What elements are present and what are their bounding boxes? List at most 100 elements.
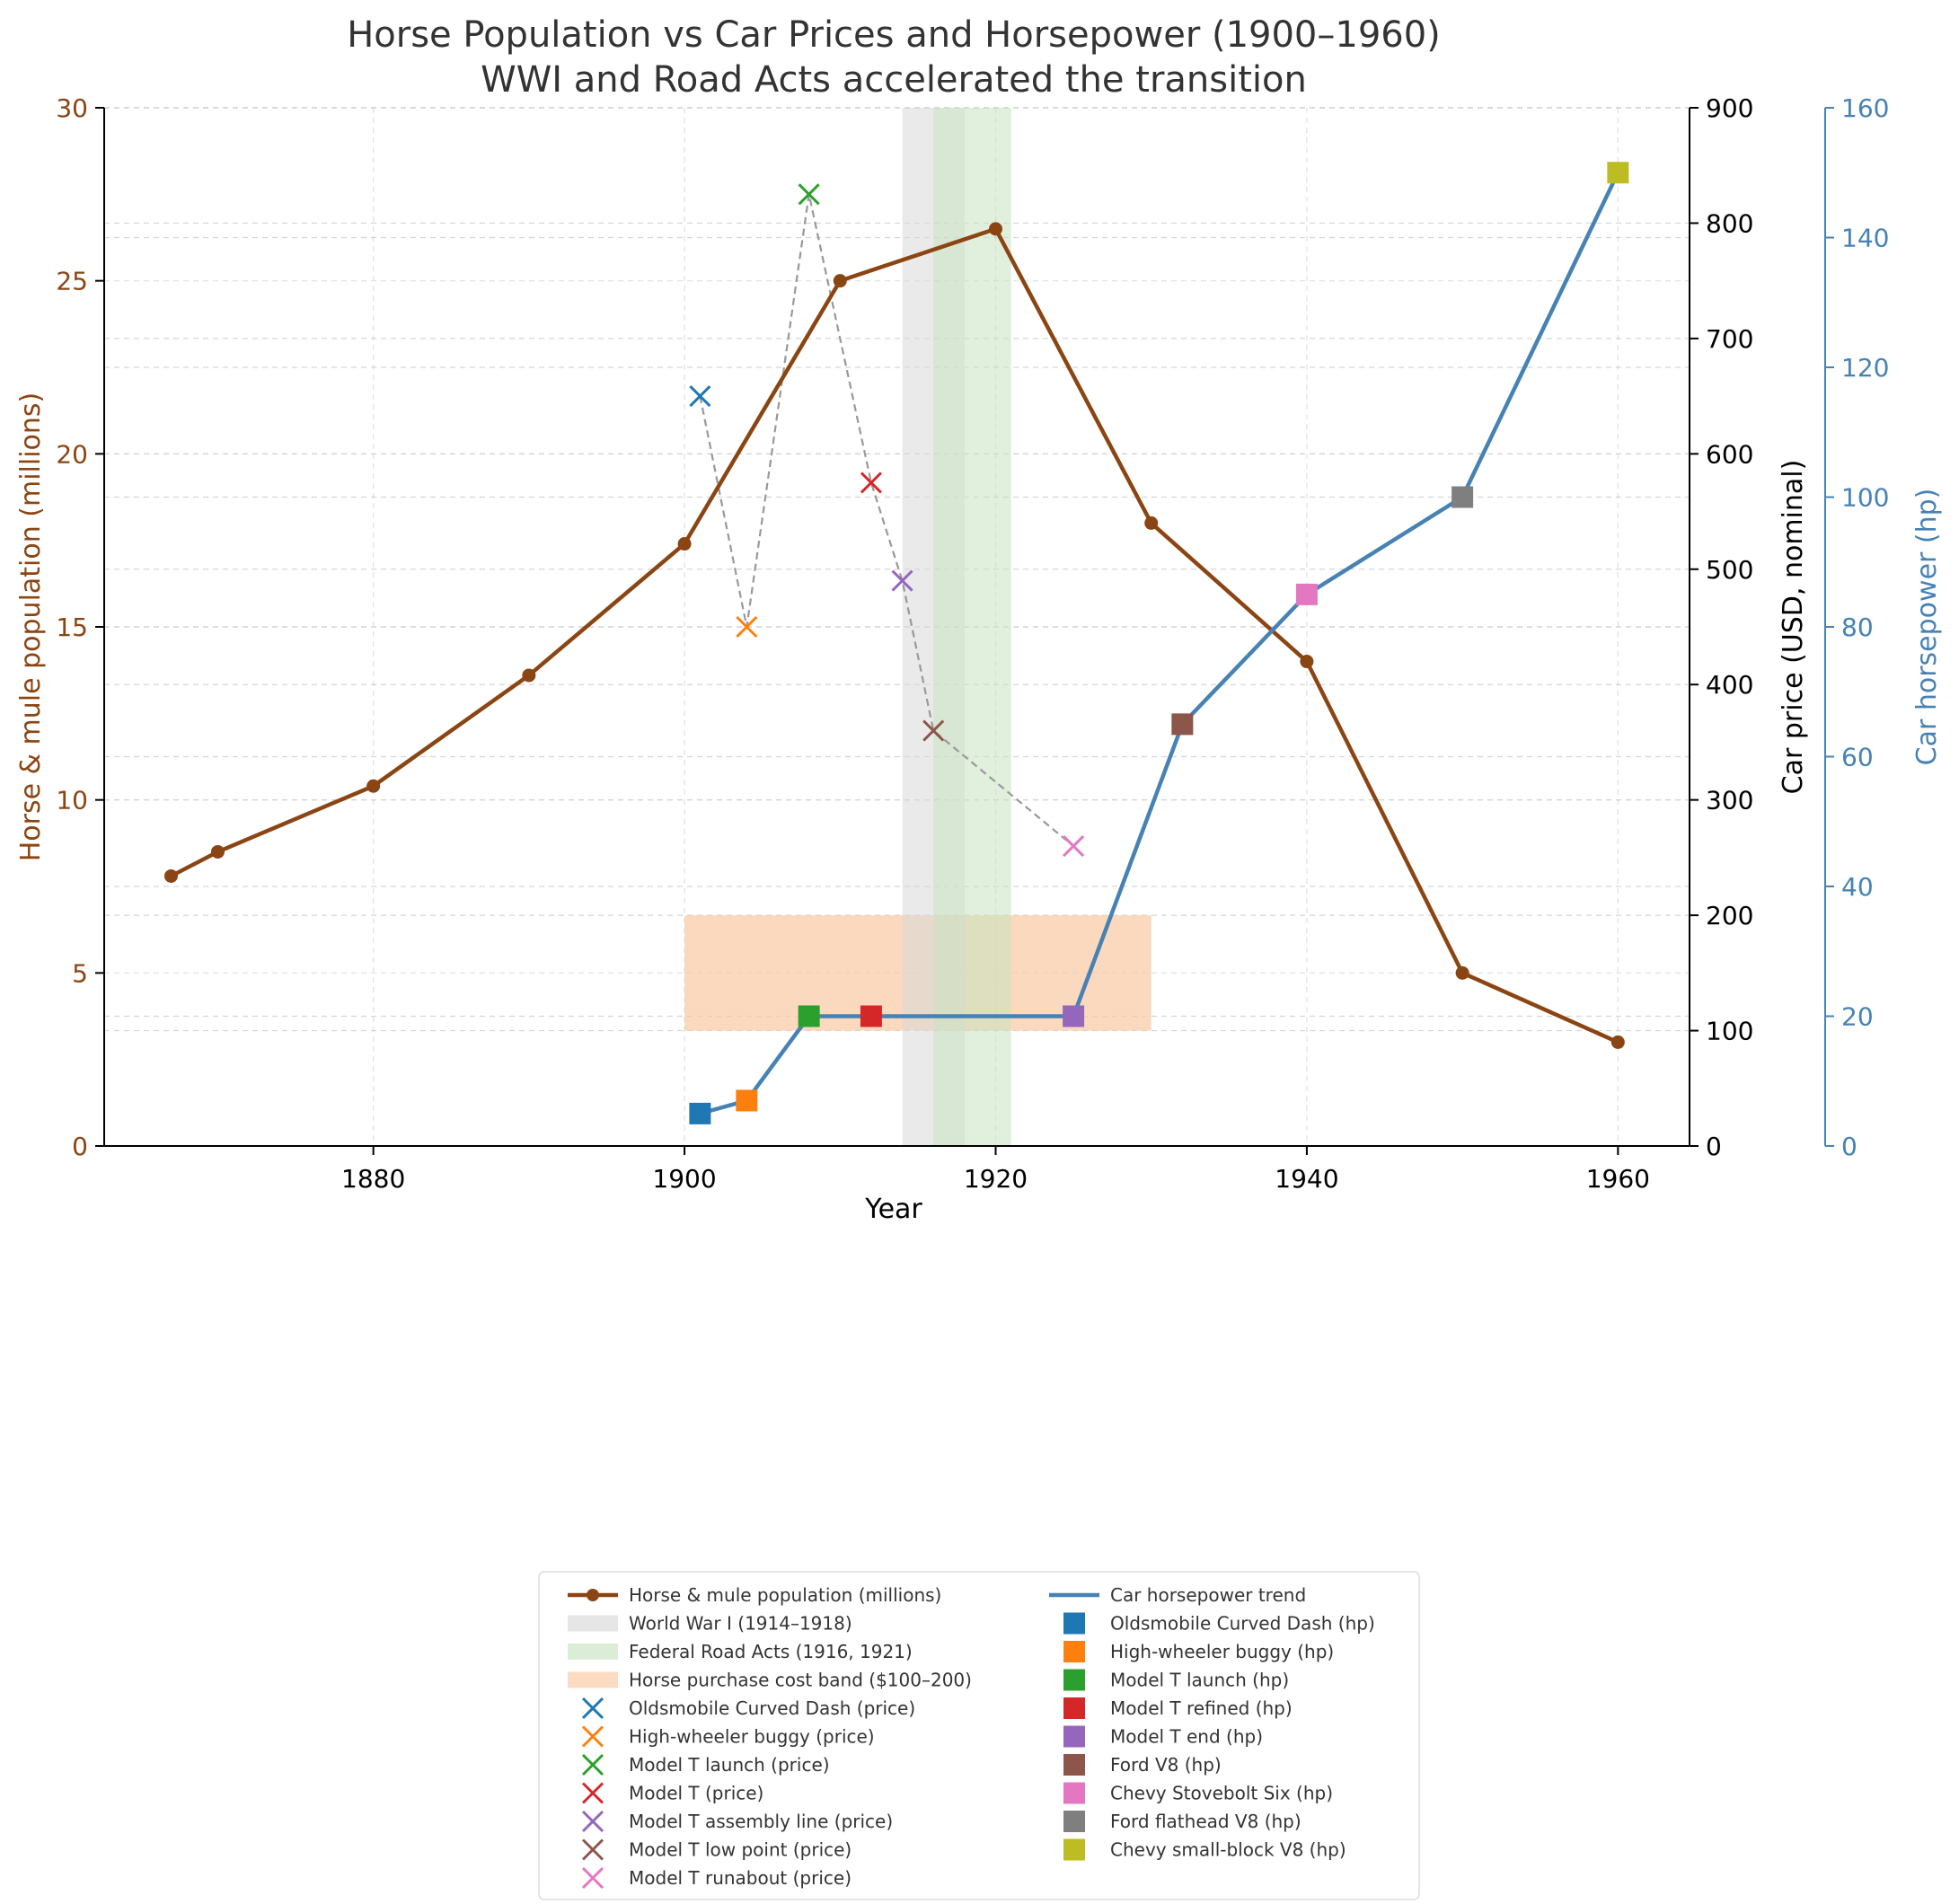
x-tick-label: 1960 [1586, 1164, 1650, 1194]
legend-label: Ford V8 (hp) [1110, 1754, 1222, 1776]
price-point [860, 472, 882, 494]
legend-label: High-wheeler buggy (price) [629, 1726, 875, 1748]
road-acts-band [933, 108, 1011, 1146]
y-tick-label-price: 200 [1706, 901, 1753, 930]
x-tick-label: 1880 [341, 1164, 405, 1194]
legend-swatch-band [568, 1615, 618, 1632]
chart-title-group: Horse Population vs Car Prices and Horse… [347, 14, 1441, 101]
legend-label: Oldsmobile Curved Dash (price) [629, 1697, 915, 1719]
legend-swatch-square [1063, 1838, 1085, 1861]
legend-swatch-x [581, 1810, 604, 1833]
y-tick-label-horse: 15 [56, 613, 88, 642]
y-tick-label-hp: 40 [1841, 872, 1874, 902]
y-tick-label-horse: 10 [56, 786, 88, 815]
legend-swatch-x [581, 1866, 604, 1890]
horse-population-point [1144, 516, 1159, 530]
price-point [798, 183, 820, 206]
y-axis-label-price: Car price (USD, nominal) [1778, 460, 1809, 795]
legend-label: Horse & mule population (millions) [629, 1584, 941, 1606]
y-tick-label-hp: 120 [1841, 353, 1889, 383]
hp-point [1063, 1005, 1085, 1027]
legend-entry: Car horsepower trend [1049, 1584, 1306, 1606]
legend-label: Chevy Stovebolt Six (hp) [1110, 1783, 1333, 1804]
horse-population-point [833, 274, 847, 288]
y-tick-label-price: 0 [1706, 1132, 1722, 1161]
y-tick-label-hp: 140 [1841, 224, 1889, 253]
price-point [736, 615, 758, 639]
legend-swatch-square [1063, 1782, 1085, 1804]
horse-population-point [1300, 655, 1314, 669]
legend-swatch-x [581, 1697, 604, 1720]
legend-label: Car horsepower trend [1110, 1584, 1306, 1606]
hp-point [689, 1102, 711, 1124]
y-tick-label-price: 500 [1706, 555, 1753, 585]
price-marker-stroke [922, 719, 945, 742]
hp-point [1607, 162, 1629, 184]
horse-population-point [988, 222, 1002, 236]
legend-entry: Ford flathead V8 (hp) [1063, 1811, 1302, 1832]
legend-swatch-x [581, 1782, 604, 1804]
price-marker-stroke [798, 183, 820, 206]
horse-population-point [366, 779, 381, 793]
legend-label: Ford flathead V8 (hp) [1110, 1811, 1302, 1832]
legend-label: Model T (price) [629, 1783, 763, 1804]
legend-entry: Chevy small-block V8 (hp) [1063, 1838, 1346, 1861]
price-point [891, 569, 913, 592]
y-tick-label-price: 300 [1706, 786, 1753, 815]
y-tick-label-hp: 60 [1841, 743, 1874, 772]
legend-label: Model T launch (price) [629, 1754, 830, 1776]
y-tick-label-price: 400 [1706, 670, 1753, 700]
legend-label: World War I (1914–1918) [629, 1613, 852, 1635]
y-tick-label-hp: 0 [1841, 1132, 1858, 1161]
y-axis-label-hp: Car horsepower (hp) [1911, 489, 1943, 766]
legend-swatch-x [581, 1753, 604, 1776]
legend-swatch-square [1063, 1612, 1085, 1635]
legend-swatch-dot [587, 1589, 599, 1601]
legend-label: Model T refined (hp) [1110, 1697, 1293, 1719]
legend-entry: Horse & mule population (millions) [568, 1584, 941, 1606]
price-marker-stroke [860, 472, 882, 494]
horse-population-point [1455, 965, 1469, 980]
legend-entry: High-wheeler buggy (hp) [1063, 1641, 1334, 1662]
legend-entry: Model T low point (price) [581, 1838, 852, 1861]
price-point [922, 719, 945, 742]
price-marker-stroke [891, 569, 913, 592]
legend-entry: World War I (1914–1918) [568, 1613, 852, 1635]
legend-swatch-square [1063, 1725, 1085, 1748]
legend-swatch-square [1063, 1811, 1085, 1832]
hp-point [860, 1005, 882, 1027]
price-marker-stroke [689, 385, 711, 408]
legend-label: Federal Road Acts (1916, 1921) [629, 1641, 913, 1662]
legend-entry: Model T refined (hp) [1063, 1697, 1293, 1719]
legend: Horse & mule population (millions) World … [538, 1571, 1420, 1900]
y-tick-label-price: 900 [1706, 93, 1753, 123]
axes: 1880 1900 1920 1940 196005101520253001002003… [56, 93, 1889, 1194]
y-tick-label-horse: 25 [56, 267, 88, 296]
x-tick-label: 1940 [1275, 1164, 1338, 1194]
legend-entry: Horse purchase cost band ($100–200) [568, 1670, 972, 1691]
legend-label: Horse purchase cost band ($100–200) [629, 1670, 972, 1691]
legend-label: Model T low point (price) [629, 1839, 852, 1861]
legend-entry: Model T (price) [581, 1782, 763, 1804]
legend-swatch-x [581, 1838, 604, 1861]
price-marker-stroke [1063, 834, 1085, 858]
chart-title: Horse Population vs Car Prices and Horse… [347, 14, 1441, 56]
plot-area [104, 107, 1690, 1147]
y-axis-label-horse: Horse & mule population (millions) [15, 392, 47, 862]
legend-label: Chevy small-block V8 (hp) [1110, 1839, 1346, 1861]
price-point [1063, 834, 1085, 858]
legend-label: Model T launch (hp) [1110, 1670, 1289, 1691]
legend-entry: Model T launch (hp) [1063, 1669, 1289, 1691]
chart-subtitle: WWI and Road Acts accelerated the transi… [481, 59, 1307, 101]
legend-frame [538, 1571, 1420, 1900]
y-tick-label-price: 600 [1706, 439, 1753, 469]
legend-swatch-x [581, 1725, 604, 1748]
x-tick-label: 1900 [652, 1164, 716, 1194]
legend-entry: Model T end (hp) [1063, 1725, 1263, 1748]
horse-population-point [210, 844, 225, 859]
legend-label: Model T end (hp) [1110, 1726, 1263, 1748]
hp-point [798, 1005, 820, 1027]
y-tick-label-hp: 20 [1841, 1002, 1874, 1032]
y-tick-label-price: 100 [1706, 1017, 1753, 1046]
